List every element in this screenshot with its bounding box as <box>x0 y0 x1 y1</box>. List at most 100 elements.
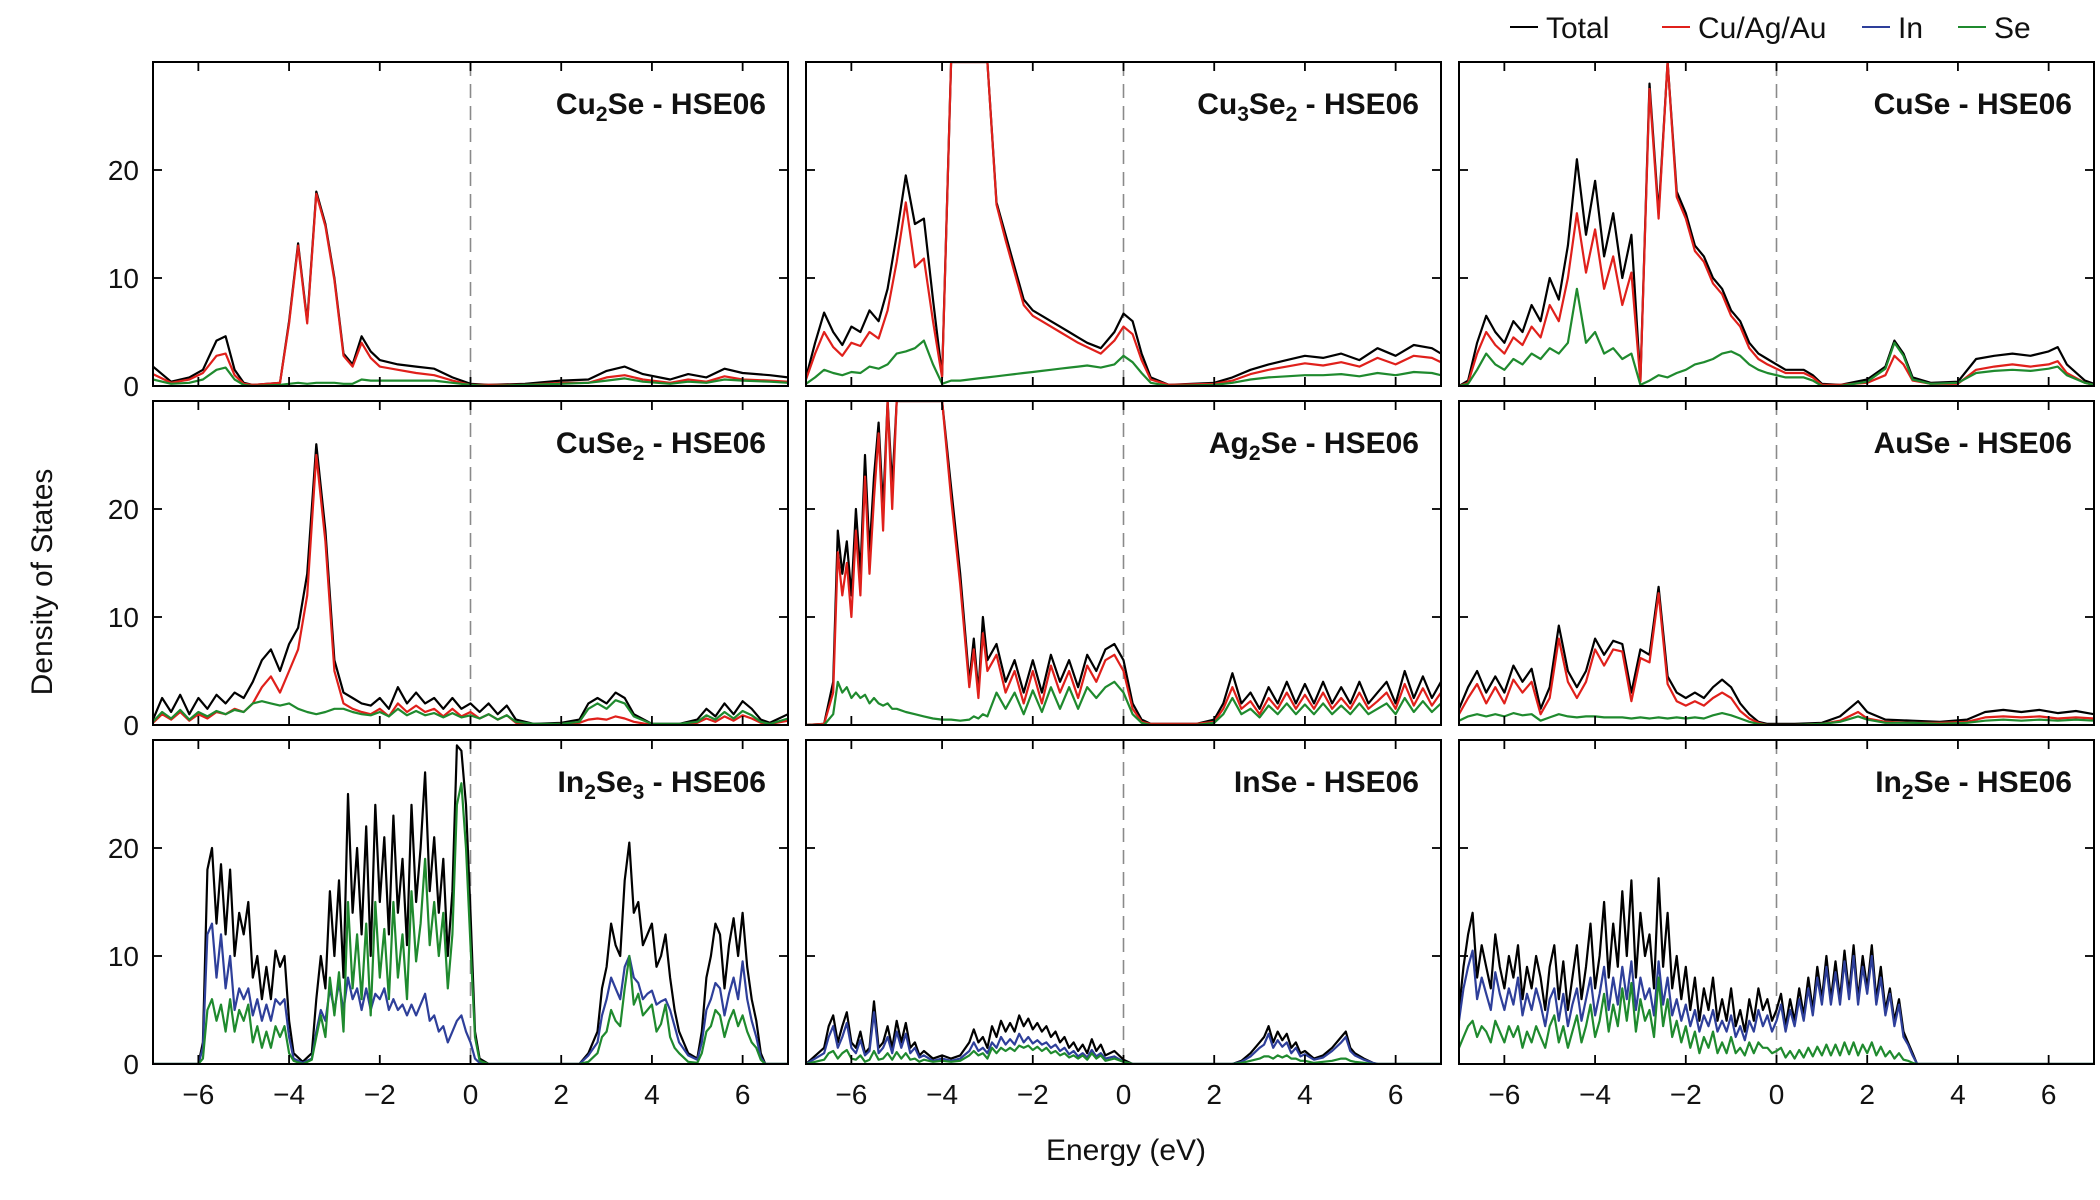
panel-title: In2Se - HSE06 <box>1875 766 2072 804</box>
series-line-se <box>1459 976 2094 1064</box>
panel-title: Cu3Se2 - HSE06 <box>1197 88 1419 126</box>
legend-label: Total <box>1546 12 1609 45</box>
x-tick-label: −6 <box>835 1079 867 1110</box>
series-line-se <box>806 680 1441 725</box>
x-tick-label: 0 <box>463 1079 479 1110</box>
title-text: CuSe - HSE06 <box>1874 88 2072 121</box>
series-line-se <box>806 339 1441 386</box>
dos-panel-2: Cu3Se2 - HSE06 <box>805 61 1442 387</box>
legend-entry-in: In <box>1862 12 1923 45</box>
series-line-se <box>1459 287 2094 386</box>
panel-title: Ag2Se - HSE06 <box>1209 427 1419 465</box>
x-tick-label: −4 <box>1579 1079 1611 1110</box>
x-axis-label: Energy (eV) <box>1046 1134 1206 1167</box>
title-text: Cu <box>1197 88 1237 121</box>
series-line-se <box>806 1044 1441 1064</box>
series-line-cu-ag-au <box>806 62 1441 386</box>
title-subscript: 3 <box>633 781 645 804</box>
x-tick-label: −2 <box>1670 1079 1702 1110</box>
x-tick-label: 0 <box>1116 1079 1132 1110</box>
title-text: AuSe - HSE06 <box>1874 427 2072 460</box>
series-line-total <box>806 62 1441 386</box>
panel-title: CuSe - HSE06 <box>1874 88 2072 121</box>
series-line-total <box>153 744 788 1064</box>
series-line-total <box>153 190 788 386</box>
x-tick-label: 2 <box>1859 1079 1875 1110</box>
legend-entry-cu-ag-au: Cu/Ag/Au <box>1662 12 1826 45</box>
x-tick-label: 4 <box>1297 1079 1313 1110</box>
series-line-se <box>153 699 788 725</box>
series-line-total <box>806 1000 1441 1064</box>
title-text: CuSe <box>556 427 633 460</box>
title-subscript: 2 <box>596 103 608 126</box>
title-text: - HSE06 <box>1297 88 1419 121</box>
legend-entry-se: Se <box>1958 12 2031 45</box>
series-line-in <box>1459 949 2094 1064</box>
x-tick-label: −2 <box>364 1079 396 1110</box>
legend-label: In <box>1898 12 1923 45</box>
x-tick-label: −6 <box>1488 1079 1520 1110</box>
legend: Total Cu/Ag/Au In Se <box>1510 12 2031 45</box>
series-line-cu-ag-au <box>806 401 1441 725</box>
title-subscript: 3 <box>1237 103 1249 126</box>
y-tick-label: 20 <box>108 494 139 525</box>
legend-entry-total: Total <box>1510 12 1609 45</box>
dos-panel-4: 0 10 20 CuSe2 - HSE06 <box>108 400 789 741</box>
title-text: InSe - HSE06 <box>1234 766 1419 799</box>
y-tick-label: 0 <box>123 371 139 402</box>
dos-panel-8: −6 −4 −2 0 2 4 6 InSe - HSE06 <box>805 739 1442 1110</box>
y-tick-label: 0 <box>123 710 139 741</box>
y-tick-label: 10 <box>108 602 139 633</box>
x-tick-label: −2 <box>1017 1079 1049 1110</box>
title-subscript: 2 <box>633 442 645 465</box>
title-subscript: 2 <box>584 781 596 804</box>
y-tick-label: 10 <box>108 941 139 972</box>
x-tick-label: 2 <box>1206 1079 1222 1110</box>
dos-panel-6: AuSe - HSE06 <box>1458 400 2095 726</box>
title-text: Se <box>596 766 633 799</box>
title-text: In <box>1875 766 1902 799</box>
panel-title: Cu2Se - HSE06 <box>556 88 766 126</box>
dos-panel-1: 0 10 20 Cu2Se - HSE06 <box>108 61 789 402</box>
panel-title: In2Se3 - HSE06 <box>558 766 766 804</box>
series-line-se <box>153 782 788 1064</box>
dos-panel-9: −6 −4 −2 0 2 4 6 In2Se - HSE06 <box>1458 739 2095 1110</box>
x-tick-label: 6 <box>735 1079 751 1110</box>
title-text: - HSE06 <box>644 427 766 460</box>
series-line-cu-ag-au <box>153 192 788 386</box>
x-tick-label: 6 <box>1388 1079 1404 1110</box>
title-text: Ag <box>1209 427 1249 460</box>
series-line-total <box>1459 585 2094 725</box>
title-text: Se - HSE06 <box>1261 427 1419 460</box>
x-tick-label: 0 <box>1769 1079 1785 1110</box>
series-line-in <box>806 1011 1441 1064</box>
x-tick-label: 2 <box>553 1079 569 1110</box>
y-tick-label: 10 <box>108 263 139 294</box>
x-tick-label: −4 <box>926 1079 958 1110</box>
x-tick-label: 4 <box>1950 1079 1966 1110</box>
x-tick-label: −6 <box>182 1079 214 1110</box>
x-tick-label: 6 <box>2041 1079 2057 1110</box>
title-subscript: 2 <box>1286 103 1298 126</box>
title-text: - HSE06 <box>644 766 766 799</box>
y-axis-label: Density of States <box>26 469 59 696</box>
panel-title: AuSe - HSE06 <box>1874 427 2072 460</box>
title-text: In <box>558 766 585 799</box>
axis-labels: Density of States Energy (eV) <box>26 469 1206 1167</box>
panel-title: CuSe2 - HSE06 <box>556 427 766 465</box>
title-text: Se - HSE06 <box>608 88 766 121</box>
series-line-in <box>153 922 788 1064</box>
panel-title: InSe - HSE06 <box>1234 766 1419 799</box>
y-tick-label: 20 <box>108 155 139 186</box>
series-line-se <box>153 366 788 386</box>
x-tick-label: 4 <box>644 1079 660 1110</box>
dos-panel-5: Ag2Se - HSE06 <box>805 400 1442 726</box>
title-text: Se - HSE06 <box>1914 766 2072 799</box>
legend-label: Se <box>1994 12 2031 45</box>
x-tick-label: −4 <box>273 1079 305 1110</box>
title-text: Se <box>1249 88 1286 121</box>
dos-panel-3: CuSe - HSE06 <box>1458 61 2095 387</box>
